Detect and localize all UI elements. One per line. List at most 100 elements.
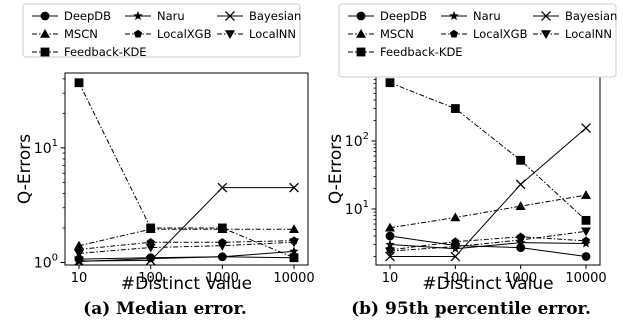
panel-caption: (a) Median error. xyxy=(83,299,247,319)
data-point-mscn xyxy=(289,224,299,234)
data-point-feedback-kde xyxy=(516,155,526,165)
panel-caption: (b) 95th percentile error. xyxy=(351,299,591,319)
chart-panel-median: 10 100 1000 10000 100 101 #Distinct Value Q-Err… xyxy=(15,3,315,319)
legend-marker xyxy=(225,11,235,21)
data-point-mscn xyxy=(450,212,461,222)
data-point-localnn xyxy=(515,236,526,245)
series-bayesian xyxy=(74,182,299,266)
series-line-feedback-kde xyxy=(78,82,295,259)
x-tick-label: 10 xyxy=(71,271,88,286)
series-line-localnn xyxy=(389,230,587,252)
legend-marker xyxy=(356,29,366,38)
data-point-bayesian xyxy=(217,182,228,193)
legend-marker xyxy=(356,47,366,57)
legend-marker xyxy=(356,11,366,21)
data-point-deepdb xyxy=(581,252,591,261)
legend-item-feedback-kde: Feedback-KDE xyxy=(32,45,147,59)
series-line-bayesian xyxy=(78,187,294,262)
series-line-deepdb xyxy=(389,235,587,258)
data-point-naru xyxy=(217,251,228,261)
legend-label: Bayesian xyxy=(565,9,617,23)
series-line-feedback-kde xyxy=(389,82,587,221)
legend-label: Bayesian xyxy=(249,9,301,23)
series-feedback-kde xyxy=(74,78,299,263)
series-localnn xyxy=(385,227,591,257)
data-point-bayesian xyxy=(385,251,395,262)
legend-item-mscn: MSCN xyxy=(348,27,414,41)
data-point-feedback-kde xyxy=(289,253,299,263)
x-tick-label: 10000 xyxy=(565,271,606,286)
legend-label: LocalNN xyxy=(565,27,612,41)
data-point-localnn xyxy=(581,227,591,237)
legend-marker xyxy=(225,30,235,39)
plot-area xyxy=(64,72,309,266)
legend-marker xyxy=(541,30,551,39)
data-point-feedback-kde xyxy=(581,215,591,225)
x-tick-label: 1000 xyxy=(206,271,239,286)
x-axis-label: #Distinct Value xyxy=(121,274,252,294)
legend-label: MSCN xyxy=(64,27,98,41)
legend-label: DeepDB xyxy=(64,9,111,23)
data-point-deepdb xyxy=(385,231,395,241)
y-tick-label: 101 xyxy=(345,199,369,218)
data-point-naru xyxy=(385,239,395,249)
data-point-naru xyxy=(289,246,299,256)
legend-item-localxgb: LocalXGB xyxy=(125,27,212,41)
series-line-localxgb xyxy=(78,240,295,250)
data-point-bayesian xyxy=(450,251,461,262)
legend-marker xyxy=(541,11,551,21)
data-point-bayesian xyxy=(145,255,156,266)
x-tick-label: 1000 xyxy=(504,271,537,286)
legend-label: LocalXGB xyxy=(473,27,528,41)
series-line-localnn xyxy=(78,241,295,254)
data-point-feedback-kde xyxy=(217,223,227,233)
legend-marker xyxy=(133,11,143,21)
data-point-localnn xyxy=(385,247,395,257)
series-feedback-kde xyxy=(385,78,591,225)
legend-label: MSCN xyxy=(380,27,414,41)
legend-marker xyxy=(133,29,143,38)
data-point-feedback-kde xyxy=(74,78,84,88)
legend-marker xyxy=(449,11,459,21)
legend-item-localnn: LocalNN xyxy=(533,27,612,41)
series-line-localxgb xyxy=(389,236,587,251)
data-point-naru xyxy=(145,253,156,263)
legend-item-feedback-kde: Feedback-KDE xyxy=(348,45,463,59)
data-point-localnn xyxy=(289,238,299,248)
legend-item-bayesian: Bayesian xyxy=(217,9,301,23)
legend-item-deepdb: DeepDB xyxy=(32,9,111,23)
x-tick-label: 100 xyxy=(443,271,468,286)
data-point-mscn xyxy=(385,222,395,232)
legend-item-bayesian: Bayesian xyxy=(533,9,617,23)
series-line-mscn xyxy=(78,228,294,247)
data-point-localnn xyxy=(74,249,84,259)
x-axis-label: #Distinct Value xyxy=(422,274,553,294)
legend-item-localxgb: LocalXGB xyxy=(441,27,528,41)
series-mscn xyxy=(385,190,591,232)
y-axis-label: Q-Errors xyxy=(15,134,35,204)
data-point-mscn xyxy=(581,190,591,199)
legend-label: DeepDB xyxy=(380,9,427,23)
chart-panel-p95: 10 100 1000 10000 101 102 #Distinct Value Q-Err… xyxy=(326,3,617,319)
legend-marker xyxy=(40,29,50,38)
y-axis-label: Q-Errors xyxy=(326,134,346,204)
data-point-bayesian xyxy=(289,182,299,193)
legend: DeepDB Naru Bayesian MSCN LocalXGB LocalNN Fee… xyxy=(338,3,617,78)
series-line-naru xyxy=(389,242,587,250)
legend-marker xyxy=(40,47,50,57)
legend-label: Feedback-KDE xyxy=(380,45,463,59)
legend-marker xyxy=(40,11,50,21)
legend-item-naru: Naru xyxy=(441,9,501,23)
series-line-bayesian xyxy=(390,127,587,258)
legend-item-localnn: LocalNN xyxy=(217,27,296,41)
legend-frame xyxy=(338,3,617,78)
plot-area xyxy=(375,72,601,266)
data-point-feedback-kde xyxy=(385,78,395,88)
data-point-feedback-kde xyxy=(450,104,460,113)
data-point-bayesian xyxy=(581,123,591,133)
data-point-localxgb xyxy=(581,236,591,245)
x-tick-label: 100 xyxy=(138,271,163,286)
x-tick-label: 10 xyxy=(382,271,399,286)
series-line-naru xyxy=(78,250,295,262)
legend-item-mscn: MSCN xyxy=(32,27,98,41)
